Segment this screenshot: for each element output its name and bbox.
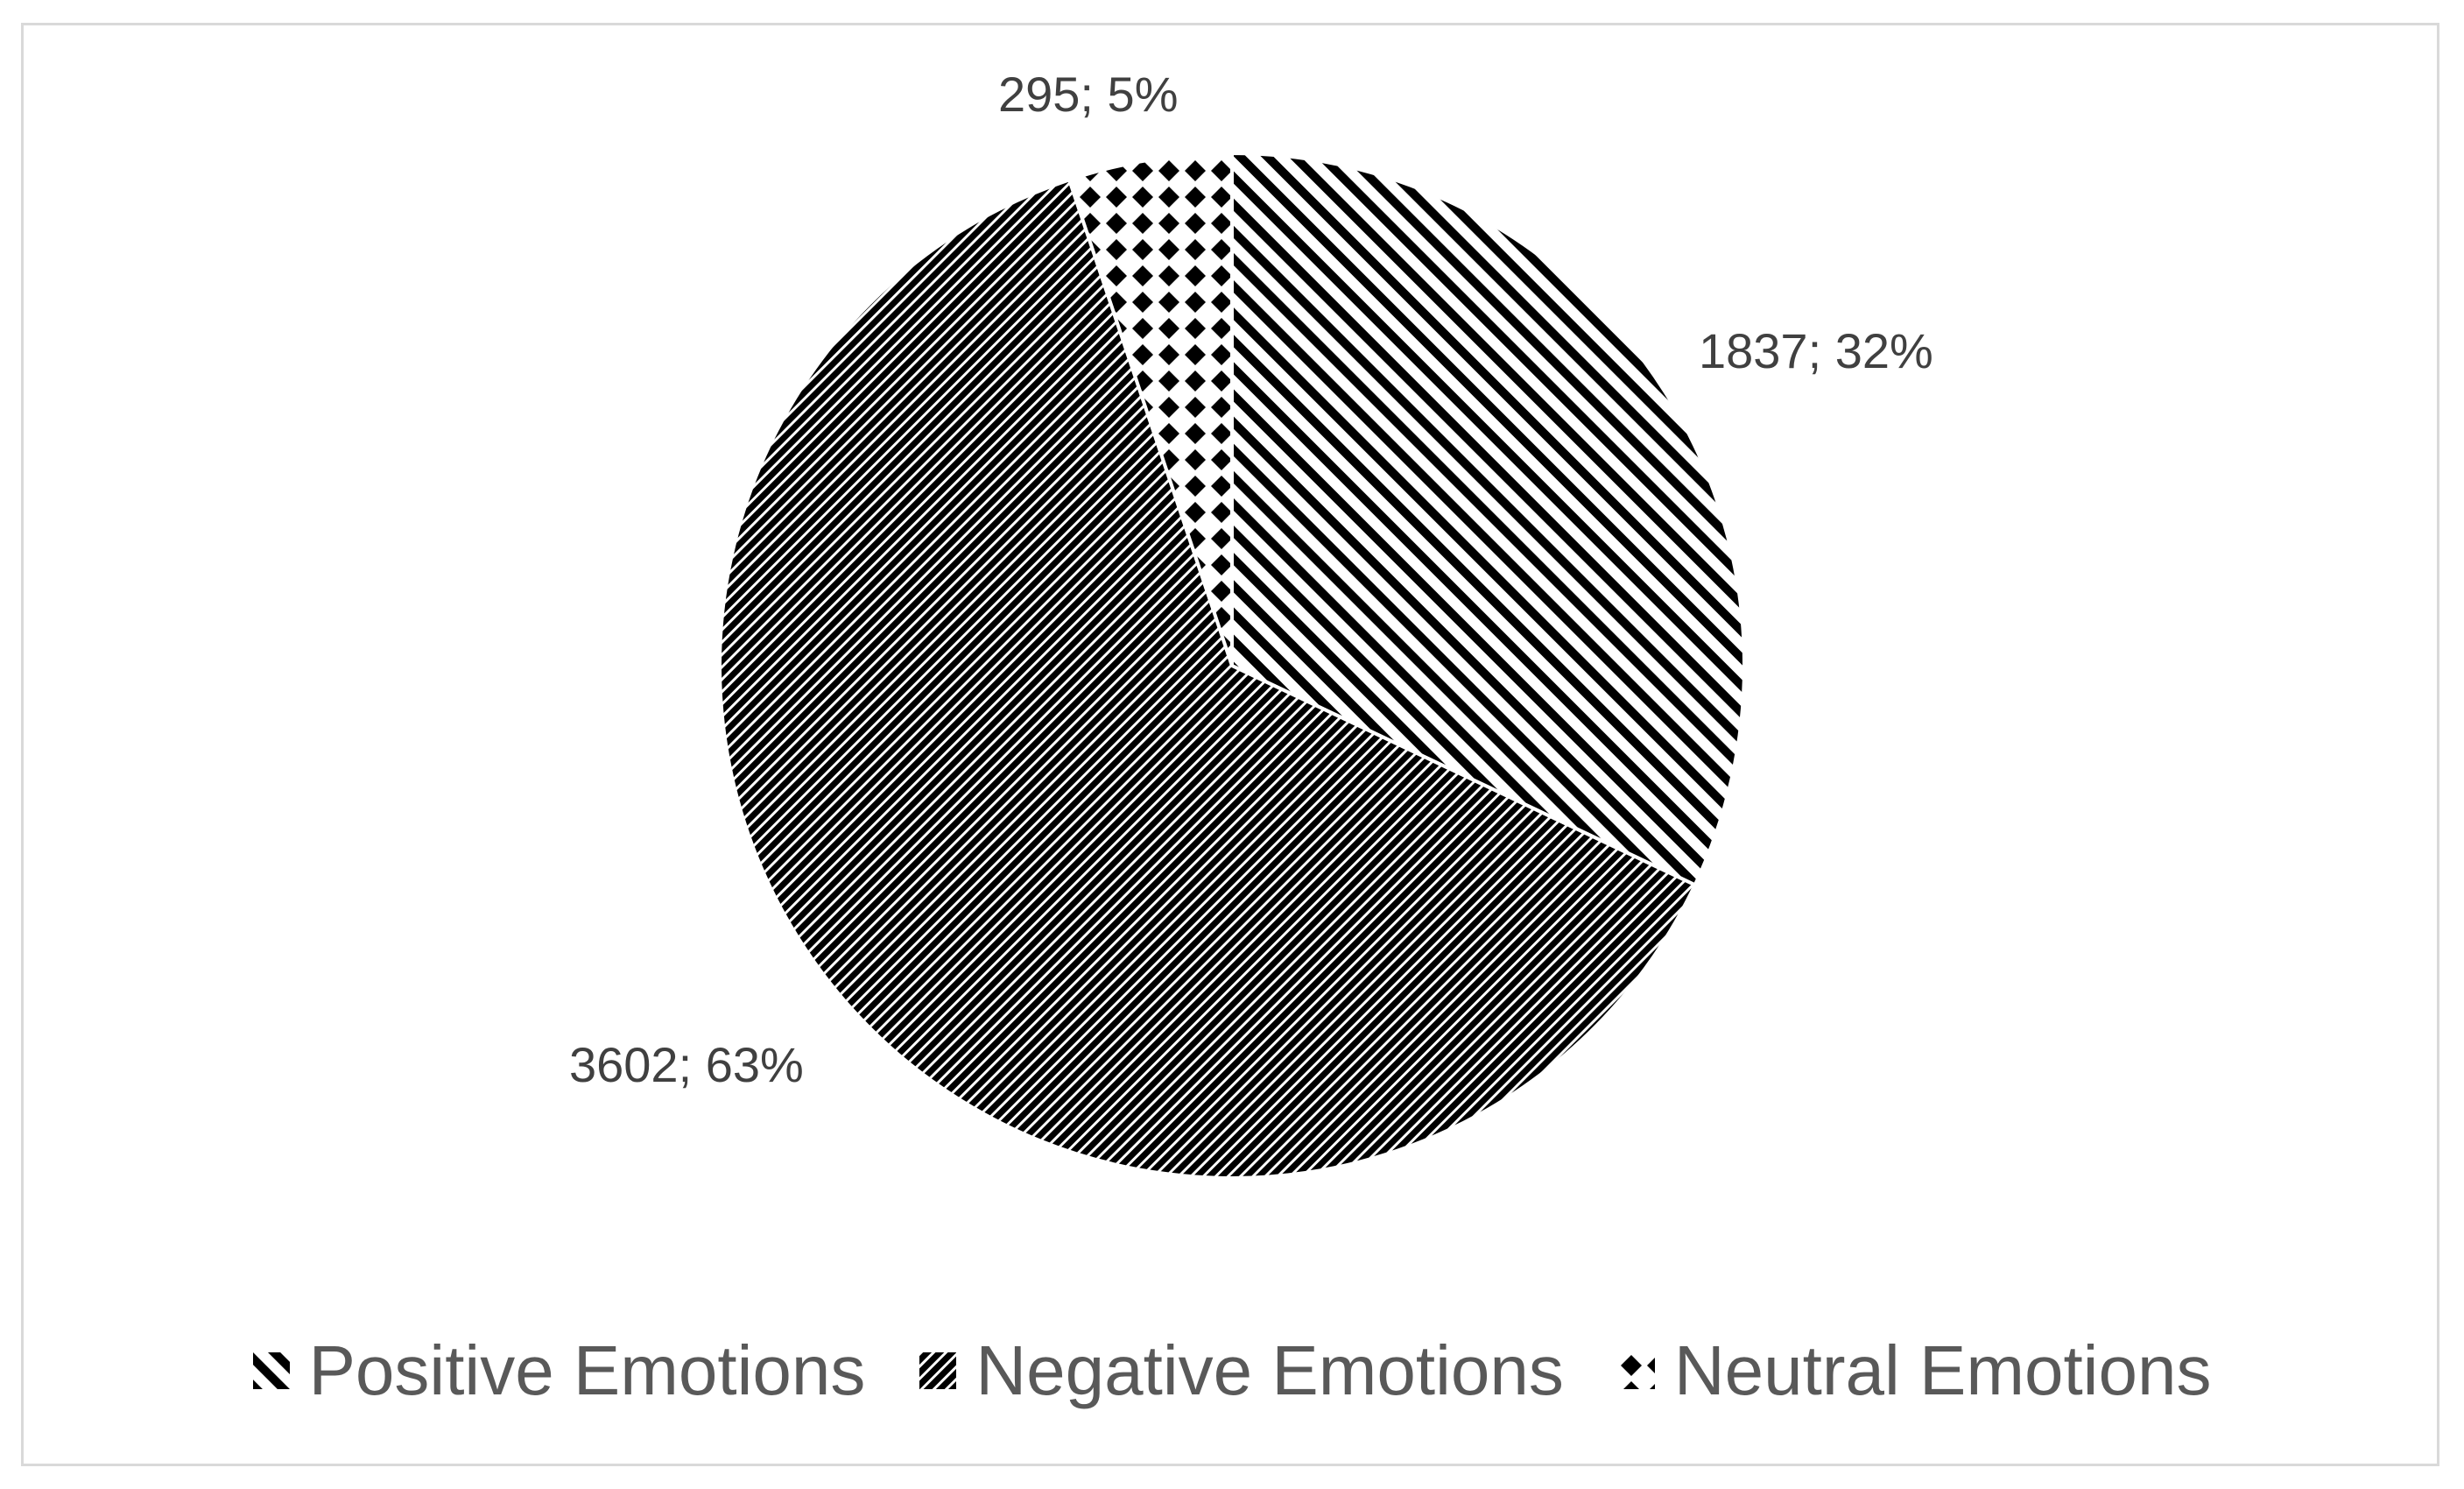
legend-item-negative: Negative Emotions (919, 1330, 1564, 1411)
legend-swatch-neutral (1617, 1352, 1655, 1389)
data-label-negative: 3602; 63% (569, 1037, 804, 1092)
legend-label-neutral: Neutral Emotions (1673, 1331, 2212, 1409)
legend-swatch-negative (919, 1352, 957, 1389)
pie-slice-negative (718, 177, 1698, 1180)
legend: Positive Emotions Negative Emotions Neut… (0, 1314, 2464, 1428)
legend-swatch-positive (252, 1352, 290, 1389)
data-label-neutral: 295; 5% (998, 67, 1179, 122)
legend-label-positive: Positive Emotions (308, 1331, 866, 1409)
legend-label-negative: Negative Emotions (975, 1331, 1564, 1409)
pie-slice-positive (1230, 151, 1746, 887)
legend-item-neutral: Neutral Emotions (1617, 1330, 2212, 1411)
pie-slice-neutral (1067, 151, 1234, 667)
data-label-positive: 1837; 32% (1699, 323, 1933, 378)
legend-item-positive: Positive Emotions (252, 1330, 866, 1411)
